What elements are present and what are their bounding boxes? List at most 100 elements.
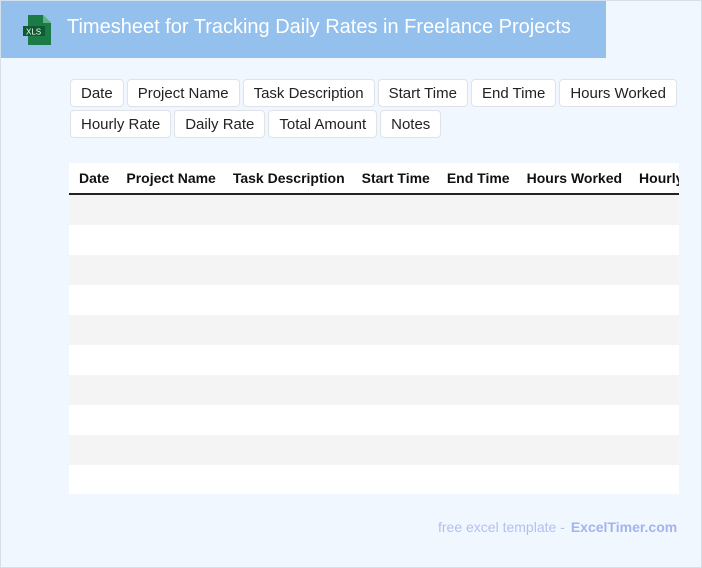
- table-cell[interactable]: [222, 405, 352, 435]
- table-cell[interactable]: [116, 285, 223, 315]
- table-cell[interactable]: [69, 285, 117, 315]
- table-cell[interactable]: [222, 194, 352, 225]
- column-header: Hours Worked: [516, 163, 630, 195]
- table-cell[interactable]: [69, 315, 117, 345]
- table-cell[interactable]: [436, 435, 517, 465]
- table-cell[interactable]: [436, 375, 517, 405]
- field-chip[interactable]: Daily Rate: [174, 110, 266, 138]
- table-cell[interactable]: [222, 345, 352, 375]
- table-row: [69, 375, 679, 405]
- table-cell[interactable]: [629, 465, 679, 494]
- table-cell[interactable]: [629, 194, 679, 225]
- field-chips: Date Project Name Task Description Start Ti…: [70, 79, 680, 138]
- table-cell[interactable]: [222, 255, 352, 285]
- table-cell[interactable]: [222, 315, 352, 345]
- table-cell[interactable]: [629, 375, 679, 405]
- field-chip[interactable]: Start Time: [377, 79, 468, 107]
- table-cell[interactable]: [69, 194, 117, 225]
- column-header: Project Name: [116, 163, 223, 195]
- xls-file-icon: XLS: [23, 15, 51, 45]
- field-chip[interactable]: Date: [70, 79, 124, 107]
- table-cell[interactable]: [629, 225, 679, 255]
- table-cell[interactable]: [222, 375, 352, 405]
- table-cell[interactable]: [436, 285, 517, 315]
- table-cell[interactable]: [436, 255, 517, 285]
- table-cell[interactable]: [116, 375, 223, 405]
- table-cell[interactable]: [436, 345, 517, 375]
- table-cell[interactable]: [351, 465, 437, 494]
- table-cell[interactable]: [351, 315, 437, 345]
- table-cell[interactable]: [436, 405, 517, 435]
- table-cell[interactable]: [116, 194, 223, 225]
- table-cell[interactable]: [116, 435, 223, 465]
- svg-text:XLS: XLS: [26, 28, 41, 37]
- table-cell[interactable]: [436, 315, 517, 345]
- table-cell[interactable]: [436, 465, 517, 494]
- table-cell[interactable]: [351, 435, 437, 465]
- table-cell[interactable]: [516, 315, 630, 345]
- table-cell[interactable]: [516, 194, 630, 225]
- table-cell[interactable]: [116, 315, 223, 345]
- table-cell[interactable]: [436, 225, 517, 255]
- timesheet-table: Date Project Name Task Description Start Ti…: [69, 163, 679, 494]
- table-cell[interactable]: [69, 405, 117, 435]
- table-cell[interactable]: [516, 285, 630, 315]
- table-cell[interactable]: [222, 225, 352, 255]
- table-cell[interactable]: [222, 435, 352, 465]
- table-row: [69, 225, 679, 255]
- table-cell[interactable]: [351, 194, 437, 225]
- table-cell[interactable]: [222, 285, 352, 315]
- field-chip[interactable]: Project Name: [126, 79, 240, 107]
- table-row: [69, 255, 679, 285]
- table-cell[interactable]: [69, 465, 117, 494]
- table-cell[interactable]: [116, 225, 223, 255]
- table-row: [69, 405, 679, 435]
- column-header: Task Description: [222, 163, 352, 195]
- table-row: [69, 194, 679, 225]
- table-cell[interactable]: [116, 465, 223, 494]
- field-chip[interactable]: Notes: [380, 110, 442, 138]
- table-row: [69, 435, 679, 465]
- table-cell[interactable]: [516, 465, 630, 494]
- field-chip[interactable]: Hourly Rate: [70, 110, 172, 138]
- table-cell[interactable]: [351, 375, 437, 405]
- page-title: Timesheet for Tracking Daily Rates in Fr…: [67, 16, 571, 38]
- table-cell[interactable]: [629, 255, 679, 285]
- table-cell[interactable]: [116, 405, 223, 435]
- table-cell[interactable]: [69, 345, 117, 375]
- table-cell[interactable]: [516, 225, 630, 255]
- table-cell[interactable]: [629, 315, 679, 345]
- field-chip[interactable]: Task Description: [242, 79, 375, 107]
- table-cell[interactable]: [116, 255, 223, 285]
- table-cell[interactable]: [516, 435, 630, 465]
- table-cell[interactable]: [69, 435, 117, 465]
- table-cell[interactable]: [116, 345, 223, 375]
- table-cell[interactable]: [516, 375, 630, 405]
- field-chip[interactable]: End Time: [470, 79, 557, 107]
- table-cell[interactable]: [629, 285, 679, 315]
- table-cell[interactable]: [436, 194, 517, 225]
- table-cell[interactable]: [629, 435, 679, 465]
- table-cell[interactable]: [351, 225, 437, 255]
- table-cell[interactable]: [69, 375, 117, 405]
- footer-text: free excel template -: [438, 519, 565, 535]
- table-cell[interactable]: [516, 345, 630, 375]
- table-cell[interactable]: [629, 345, 679, 375]
- table-cell[interactable]: [629, 405, 679, 435]
- column-header: Start Time: [351, 163, 437, 195]
- table-cell[interactable]: [69, 255, 117, 285]
- table-cell[interactable]: [222, 465, 352, 494]
- title-bar: XLS Timesheet for Tracking Daily Rates i…: [1, 1, 606, 58]
- table-cell[interactable]: [516, 405, 630, 435]
- table-header-row: Date Project Name Task Description Start Ti…: [69, 163, 679, 195]
- table-cell[interactable]: [69, 225, 117, 255]
- table-cell[interactable]: [351, 405, 437, 435]
- brand-link[interactable]: ExcelTimer.com: [570, 519, 678, 535]
- table-cell[interactable]: [351, 285, 437, 315]
- field-chip[interactable]: Total Amount: [268, 110, 378, 138]
- table-cell[interactable]: [351, 345, 437, 375]
- table-cell[interactable]: [516, 255, 630, 285]
- table-row: [69, 345, 679, 375]
- field-chip[interactable]: Hours Worked: [559, 79, 677, 107]
- table-cell[interactable]: [351, 255, 437, 285]
